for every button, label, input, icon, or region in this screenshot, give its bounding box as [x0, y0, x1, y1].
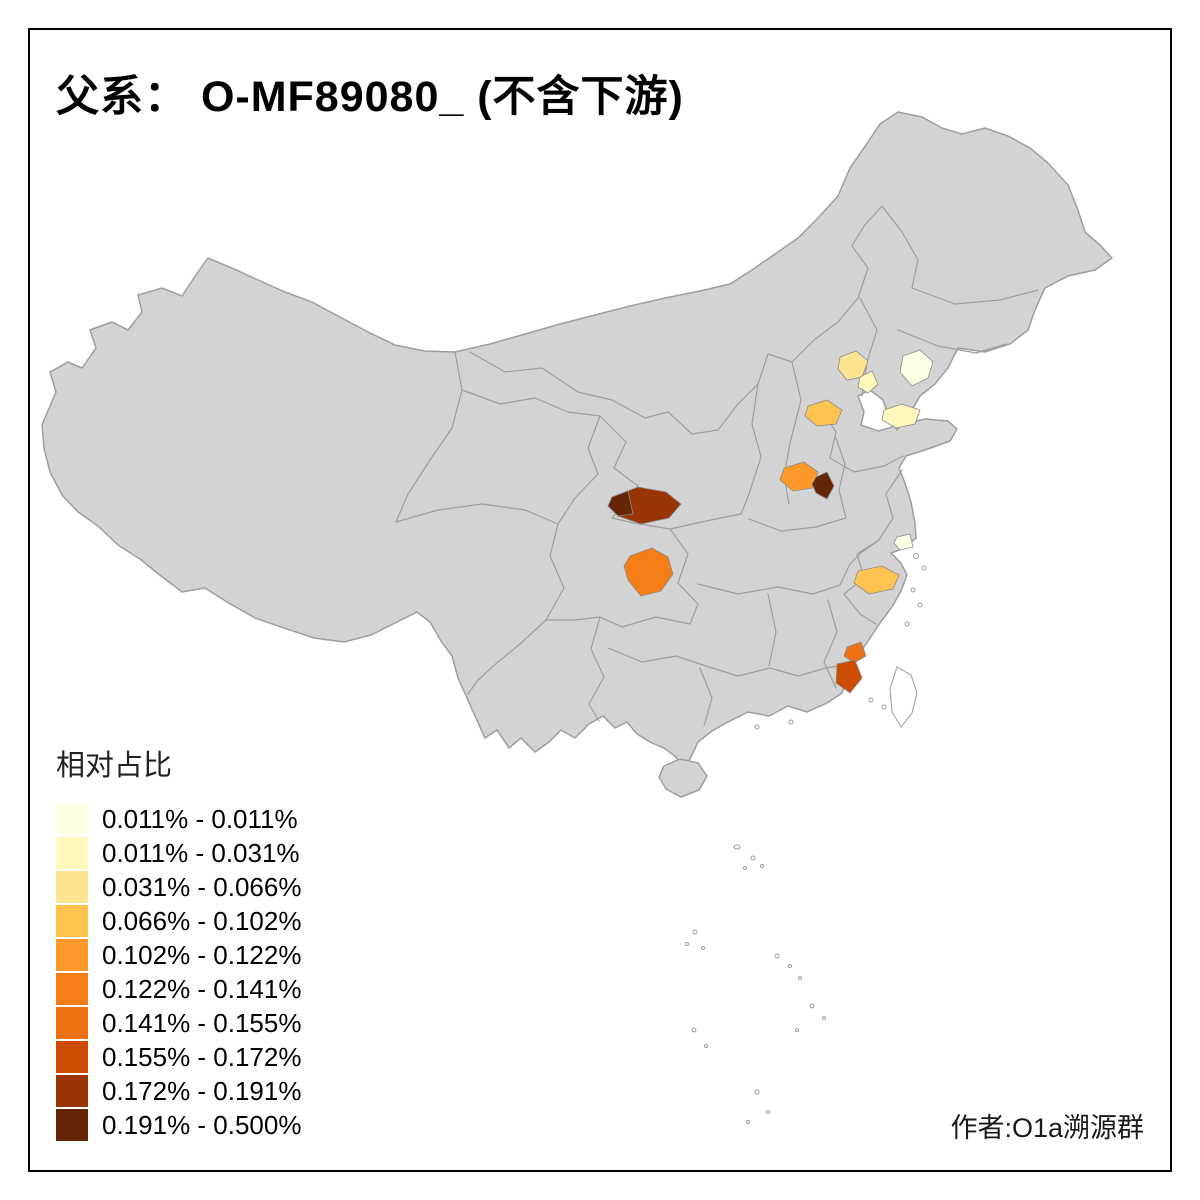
legend-label: 0.122% - 0.141% — [102, 973, 302, 1004]
legend-swatch — [56, 973, 88, 1005]
legend-item: 0.011% - 0.031% — [56, 836, 301, 870]
legend-label: 0.191% - 0.500% — [102, 1109, 302, 1140]
hainan-island — [658, 758, 708, 798]
south-china-sea-islands — [685, 844, 826, 1124]
region-shanghai-area — [893, 533, 914, 551]
region-south-fujian-coast — [835, 659, 863, 694]
legend-item: 0.155% - 0.172% — [56, 1040, 301, 1074]
legend-swatch — [56, 1007, 88, 1039]
legend-label: 0.031% - 0.066% — [102, 871, 302, 902]
legend-swatch — [56, 1109, 88, 1141]
region-east-shandong — [881, 403, 921, 429]
legend-label: 0.172% - 0.191% — [102, 1075, 302, 1106]
legend-swatch — [56, 1041, 88, 1073]
legend-item: 0.102% - 0.122% — [56, 938, 301, 972]
legend-label: 0.141% - 0.155% — [102, 1007, 302, 1038]
legend-swatch — [56, 939, 88, 971]
legend-label: 0.011% - 0.031% — [102, 837, 300, 868]
province-borders-south — [588, 528, 880, 727]
legend-swatch — [56, 871, 88, 903]
region-central-henan-dark — [811, 471, 835, 500]
region-chengdu — [623, 547, 674, 597]
attribution-text: 作者:O1a溯源群 — [950, 1113, 1144, 1143]
taiwan-island — [889, 666, 918, 728]
legend-swatch — [56, 1075, 88, 1107]
china-mainland — [41, 111, 1114, 774]
region-tianjin-area — [857, 370, 879, 394]
province-borders-west — [395, 351, 601, 695]
region-west-shandong — [804, 399, 843, 427]
legend-label: 0.102% - 0.122% — [102, 939, 302, 970]
legend-label: 0.011% - 0.011% — [102, 803, 298, 834]
region-north-zhejiang — [853, 565, 900, 595]
legend-swatch — [56, 837, 88, 869]
page-title: 父系： O-MF89080_ (不含下游) — [56, 73, 684, 121]
legend-swatch — [56, 905, 88, 937]
legend-label: 0.066% - 0.102% — [102, 905, 302, 936]
legend-item: 0.031% - 0.066% — [56, 870, 301, 904]
penghu-island — [881, 704, 887, 710]
legend-item: 0.011% - 0.011% — [56, 802, 301, 836]
legend-item: 0.066% - 0.102% — [56, 904, 301, 938]
region-north-fujian-coast — [843, 641, 867, 664]
region-south-shaanxi-dark — [607, 490, 634, 517]
legend: 相对占比 0.011% - 0.011% 0.011% - 0.031% 0.031… — [56, 742, 301, 1142]
coastal-islands — [754, 553, 927, 730]
legend-item: 0.172% - 0.191% — [56, 1074, 301, 1108]
legend-swatch — [56, 803, 88, 835]
legend-item: 0.141% - 0.155% — [56, 1006, 301, 1040]
region-north-henan — [779, 461, 819, 492]
legend-label: 0.155% - 0.172% — [102, 1041, 302, 1072]
region-liaoning-coast — [899, 349, 934, 387]
legend-items: 0.011% - 0.011% 0.011% - 0.031% 0.031% - 0… — [56, 802, 301, 1142]
legend-item: 0.122% - 0.141% — [56, 972, 301, 1006]
legend-item: 0.191% - 0.500% — [56, 1108, 301, 1142]
province-borders-north — [469, 205, 1039, 435]
legend-title: 相对占比 — [56, 750, 173, 782]
